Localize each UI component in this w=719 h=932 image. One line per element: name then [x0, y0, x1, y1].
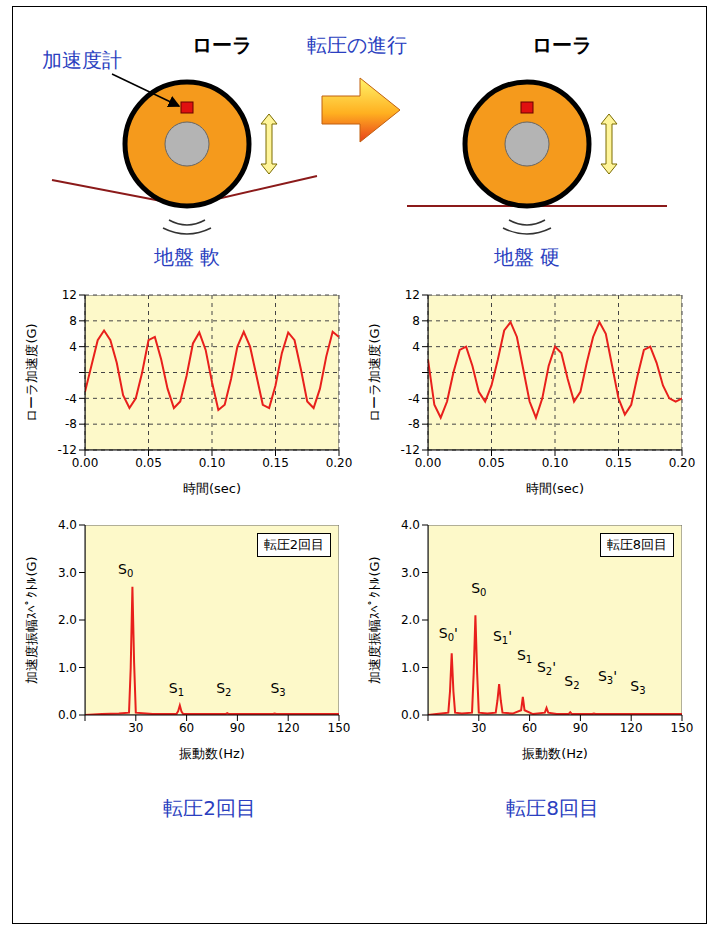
svg-text:0.15: 0.15: [605, 456, 632, 470]
svg-text:-8: -8: [65, 417, 77, 431]
svg-text:12: 12: [62, 288, 77, 302]
svg-text:S1': S1': [493, 628, 512, 646]
svg-text:3.0: 3.0: [401, 566, 420, 580]
svg-text:0.10: 0.10: [542, 456, 569, 470]
svg-text:0.05: 0.05: [478, 456, 505, 470]
svg-text:S2: S2: [216, 680, 231, 698]
svg-text:振動数(Hz): 振動数(Hz): [522, 746, 588, 761]
svg-text:8: 8: [412, 314, 420, 328]
svg-text:時間(sec): 時間(sec): [526, 481, 584, 496]
svg-text:加速度計: 加速度計: [42, 48, 122, 72]
svg-text:90: 90: [230, 721, 245, 735]
svg-text:0.00: 0.00: [415, 456, 442, 470]
svg-text:120: 120: [277, 721, 300, 735]
svg-text:ローラ加速度(G): ローラ加速度(G): [367, 323, 382, 421]
svg-text:4.0: 4.0: [401, 518, 420, 532]
svg-text:S2: S2: [564, 673, 579, 691]
svg-text:ローラ: ローラ: [532, 33, 592, 57]
svg-text:ローラ: ローラ: [192, 33, 252, 57]
svg-text:8: 8: [69, 314, 77, 328]
svg-text:0.10: 0.10: [199, 456, 226, 470]
svg-text:S3: S3: [270, 680, 285, 698]
svg-text:150: 150: [328, 721, 351, 735]
svg-text:4.0: 4.0: [58, 518, 77, 532]
svg-text:60: 60: [522, 721, 537, 735]
svg-text:90: 90: [573, 721, 588, 735]
svg-text:転圧の進行: 転圧の進行: [307, 33, 407, 57]
html-text:転圧8回目: 転圧8回目: [506, 796, 599, 820]
svg-text:地盤 硬: 地盤 硬: [493, 245, 560, 269]
svg-text:120: 120: [620, 721, 643, 735]
svg-text:1.0: 1.0: [58, 661, 77, 675]
svg-text:S2': S2': [537, 659, 556, 677]
svg-text:加速度振幅ｽﾍﾟｸﾄﾙ(G): 加速度振幅ｽﾍﾟｸﾄﾙ(G): [24, 556, 39, 683]
svg-text:-12: -12: [400, 443, 420, 457]
svg-text:1.0: 1.0: [401, 661, 420, 675]
svg-text:加速度振幅ｽﾍﾟｸﾄﾙ(G): 加速度振幅ｽﾍﾟｸﾄﾙ(G): [367, 556, 382, 683]
svg-text:-8: -8: [408, 417, 420, 431]
svg-text:3.0: 3.0: [58, 566, 77, 580]
svg-text:S0: S0: [471, 580, 486, 598]
html-text:転圧2回目: 転圧2回目: [163, 796, 256, 820]
svg-text:150: 150: [671, 721, 694, 735]
svg-text:4: 4: [412, 340, 420, 354]
svg-text:30: 30: [471, 721, 486, 735]
html-text:転圧2回目: 転圧2回目: [263, 537, 324, 552]
svg-text:時間(sec): 時間(sec): [183, 481, 241, 496]
svg-text:S3': S3': [598, 668, 617, 686]
svg-text:S1: S1: [169, 680, 184, 698]
svg-text:0.00: 0.00: [72, 456, 99, 470]
svg-text:0.0: 0.0: [401, 708, 420, 722]
svg-text:12: 12: [405, 288, 420, 302]
svg-text:0.0: 0.0: [58, 708, 77, 722]
svg-text:60: 60: [179, 721, 194, 735]
svg-text:S1: S1: [517, 647, 532, 665]
svg-text:S0: S0: [118, 561, 133, 579]
svg-text:0.20: 0.20: [326, 456, 353, 470]
svg-text:地盤 軟: 地盤 軟: [153, 245, 220, 269]
html-text:転圧8回目: 転圧8回目: [606, 537, 667, 552]
svg-text:2.0: 2.0: [401, 613, 420, 627]
svg-text:2.0: 2.0: [58, 613, 77, 627]
svg-text:30: 30: [128, 721, 143, 735]
svg-text:S3: S3: [630, 678, 645, 696]
svg-text:4: 4: [69, 340, 77, 354]
svg-text:-4: -4: [408, 392, 420, 406]
svg-text:-4: -4: [65, 392, 77, 406]
svg-text:ローラ加速度(G): ローラ加速度(G): [24, 323, 39, 421]
svg-text:0.15: 0.15: [262, 456, 289, 470]
svg-text:-12: -12: [57, 443, 77, 457]
svg-text:0.05: 0.05: [135, 456, 162, 470]
svg-text:S0': S0': [439, 625, 458, 643]
svg-text:振動数(Hz): 振動数(Hz): [179, 746, 245, 761]
svg-text:0.20: 0.20: [669, 456, 696, 470]
